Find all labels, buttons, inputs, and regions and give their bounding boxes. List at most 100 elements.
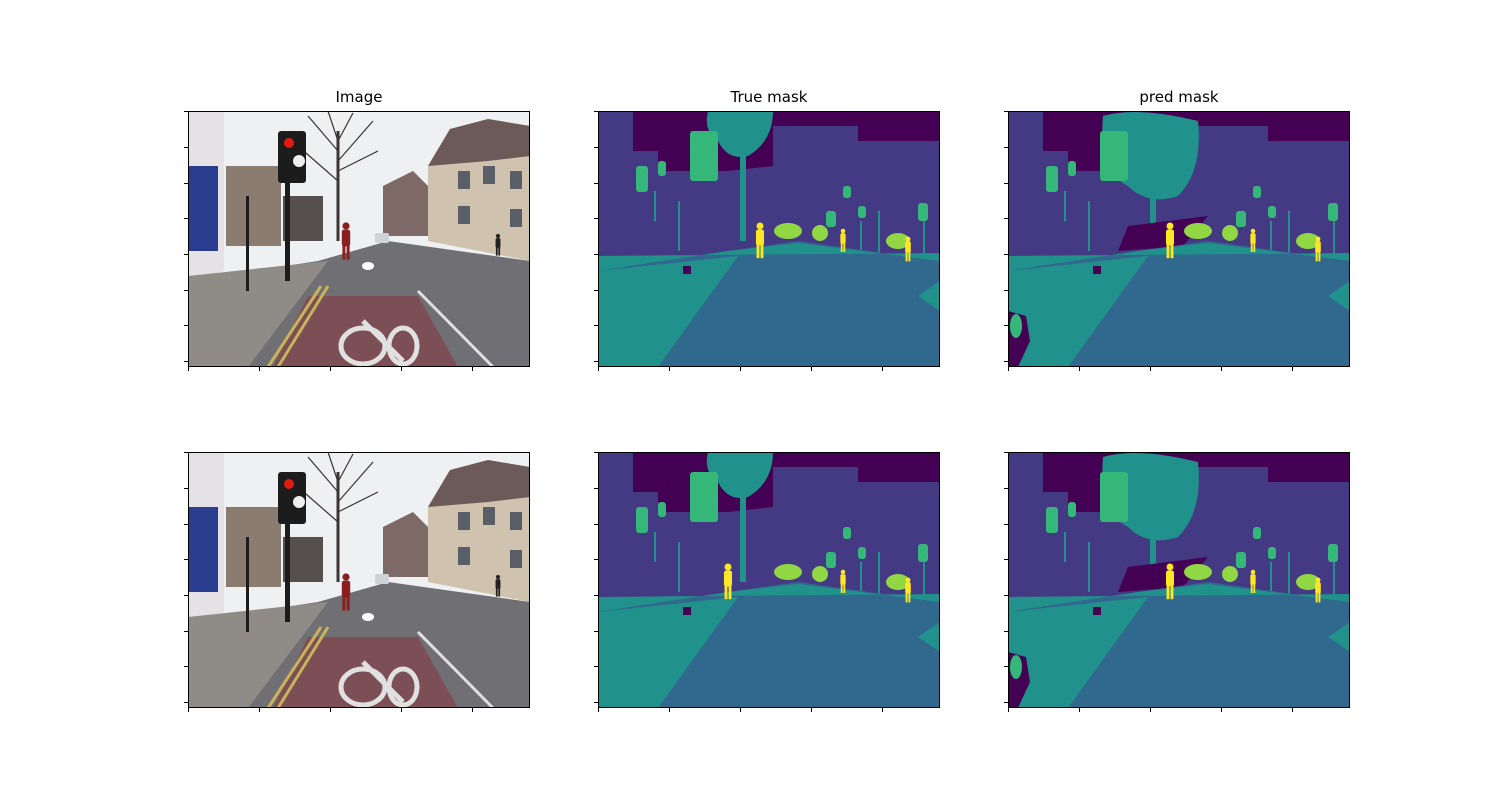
- panel-r1-c3: [1004, 111, 1350, 371]
- pole-region: [678, 201, 680, 251]
- curb-region: [598, 584, 940, 612]
- panel-content: [1008, 111, 1350, 367]
- person-mask-right: [905, 236, 911, 262]
- sign-region: [1100, 131, 1128, 181]
- traffic-light: [278, 131, 306, 281]
- vegetation-region: [1296, 574, 1320, 590]
- tree-trunk: [740, 482, 746, 582]
- sign-region: [690, 472, 718, 522]
- pedestrian-right: [495, 233, 501, 256]
- cycle-lane: [273, 296, 458, 367]
- pedestrian: [341, 573, 351, 611]
- vegetation-region: [1222, 566, 1238, 582]
- panel-title-3: pred mask: [1139, 88, 1219, 106]
- pavement-region-right: [1328, 622, 1350, 652]
- panel-content: [1008, 452, 1350, 708]
- car: [375, 574, 389, 584]
- pavement-region: [598, 256, 738, 367]
- tree-region: [706, 452, 773, 498]
- panel-content: [598, 111, 940, 367]
- panel-content: [188, 110, 530, 369]
- pole-region: [654, 191, 656, 221]
- sign-region: [843, 186, 851, 198]
- misclassified-region: [1118, 557, 1208, 592]
- curb-region: [1008, 243, 1350, 271]
- cycle-symbol: [338, 319, 420, 367]
- panel-r1-c1: [184, 110, 530, 371]
- dog: [362, 613, 374, 621]
- person-mask: [755, 222, 765, 259]
- misclassified-region: [1118, 216, 1208, 251]
- window: [458, 547, 470, 565]
- pole-region: [1270, 221, 1272, 251]
- panel-r2-c1: [184, 451, 530, 712]
- curb-region: [1008, 584, 1350, 612]
- noise-region: [1010, 655, 1022, 679]
- sign-pole: [246, 196, 249, 291]
- sign-region: [918, 544, 928, 562]
- pole-region: [860, 221, 862, 251]
- axes-frame: [188, 452, 530, 708]
- pole-region: [1270, 562, 1272, 592]
- person-mask-small: [1250, 569, 1256, 593]
- window: [483, 166, 495, 184]
- pole-region: [1333, 562, 1335, 602]
- pole-region: [878, 211, 880, 261]
- dog-region: [1093, 607, 1101, 615]
- panel-r1-c2: [594, 111, 940, 371]
- cycle-symbol: [338, 660, 420, 708]
- sign-region: [1236, 211, 1246, 227]
- window: [483, 507, 495, 525]
- tree-trunk: [1150, 482, 1156, 582]
- pole-region: [1064, 191, 1066, 221]
- window: [458, 206, 470, 224]
- pole-region: [1288, 552, 1290, 602]
- sign-region: [1046, 507, 1058, 533]
- panel-r2-c2: [594, 452, 940, 712]
- dog-region: [683, 266, 691, 274]
- sign-region: [858, 547, 866, 559]
- person-mask: [723, 563, 733, 600]
- pole-region: [1088, 542, 1090, 592]
- pavement: [188, 602, 328, 708]
- person-mask-small: [840, 228, 846, 252]
- pole-region: [1064, 532, 1066, 562]
- vegetation-region: [1222, 225, 1238, 241]
- vegetation-region: [812, 225, 828, 241]
- left-building: [226, 507, 281, 587]
- tree-trunk: [1150, 141, 1156, 241]
- vegetation-region: [812, 566, 828, 582]
- pole-region: [923, 562, 925, 602]
- axes-frame: [598, 111, 940, 367]
- terrace-houses: [383, 171, 428, 236]
- sign-region: [1268, 206, 1276, 218]
- bare-tree: [297, 110, 379, 241]
- sign-region: [1268, 547, 1276, 559]
- pavement: [188, 261, 328, 367]
- person-mask: [1165, 222, 1175, 259]
- sign-region: [826, 552, 836, 568]
- vegetation-region: [1296, 233, 1320, 249]
- sign-region: [1236, 552, 1246, 568]
- sign-region: [1068, 161, 1076, 176]
- window: [458, 512, 470, 530]
- vegetation-region: [886, 233, 910, 249]
- dog-region: [1093, 266, 1101, 274]
- sign-region: [1046, 166, 1058, 192]
- pole-region: [878, 552, 880, 602]
- panel-content: [188, 451, 530, 710]
- roof: [428, 119, 530, 166]
- sign-region: [636, 507, 648, 533]
- axes-frame: [598, 452, 940, 708]
- sign-region: [690, 131, 718, 181]
- noise-region: [1010, 314, 1022, 338]
- sign-region: [636, 166, 648, 192]
- person-mask: [1165, 563, 1175, 600]
- pavement-region: [598, 597, 738, 708]
- sign-region: [1100, 472, 1128, 522]
- shop-window: [188, 166, 218, 251]
- vegetation-region: [1184, 223, 1212, 239]
- sign-region: [1253, 186, 1261, 198]
- pavement-region-right: [918, 281, 940, 311]
- sign-region: [658, 502, 666, 517]
